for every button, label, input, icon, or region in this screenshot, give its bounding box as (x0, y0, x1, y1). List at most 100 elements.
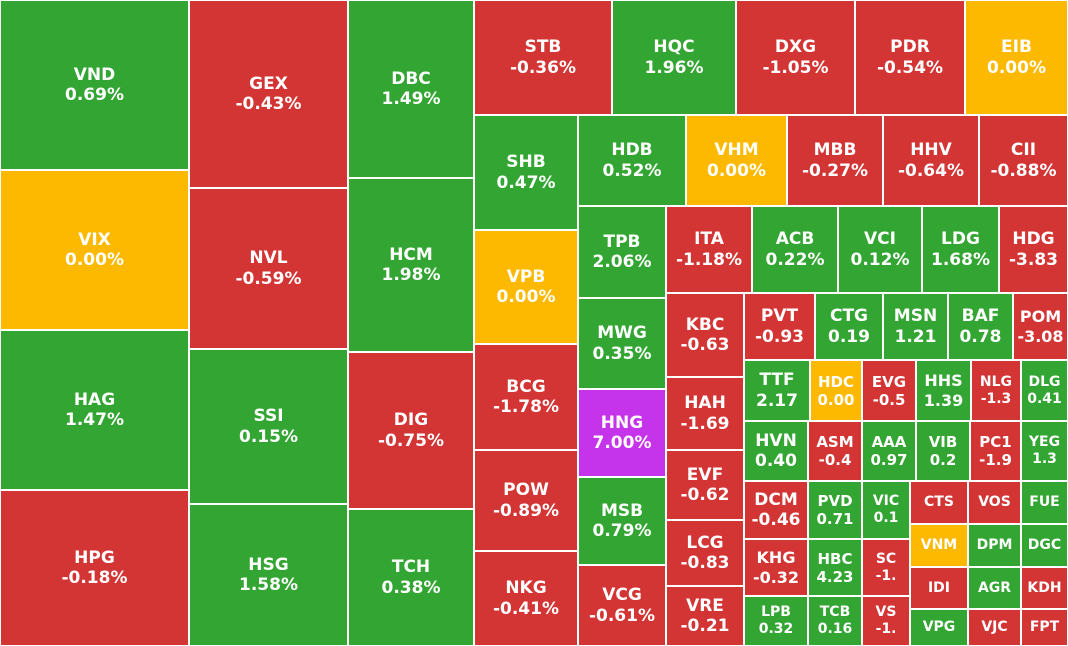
tile-ttf[interactable]: TTF 2.17 (744, 360, 810, 421)
tile-change: 0.38% (381, 577, 441, 598)
tile-hqc[interactable]: HQC 1.96% (612, 0, 736, 115)
tile-symbol: VIB (928, 433, 958, 451)
tile-change: 0.00 (817, 390, 855, 409)
tile-hsg[interactable]: HSG 1.58% (189, 504, 348, 646)
tile-hbc[interactable]: HBC 4.23 (808, 539, 862, 596)
tile-sc[interactable]: SC -1. (862, 539, 910, 596)
tile-vpg[interactable]: VPG (910, 609, 968, 646)
tile-mwg[interactable]: MWG 0.35% (578, 298, 666, 389)
tile-mbb[interactable]: MBB -0.27% (787, 115, 883, 206)
tile-msn[interactable]: MSN 1.21 (883, 293, 948, 360)
tile-kdh[interactable]: KDH (1021, 567, 1068, 609)
tile-evg[interactable]: EVG -0.5 (862, 360, 916, 421)
tile-symbol: SC (875, 550, 897, 567)
tile-nkg[interactable]: NKG -0.41% (474, 551, 578, 646)
tile-symbol: HHV (910, 140, 952, 161)
tile-hng[interactable]: HNG 7.00% (578, 389, 666, 477)
tile-hag[interactable]: HAG 1.47% (0, 330, 189, 490)
tile-symbol: SSI (253, 406, 284, 427)
tile-dxg[interactable]: DXG -1.05% (736, 0, 855, 115)
tile-change: -1.18% (675, 249, 743, 270)
tile-msb[interactable]: MSB 0.79% (578, 477, 666, 565)
tile-gex[interactable]: GEX -0.43% (189, 0, 348, 188)
tile-dbc[interactable]: DBC 1.49% (348, 0, 474, 178)
tile-lcg[interactable]: LCG -0.83 (666, 520, 744, 586)
tile-agr[interactable]: AGR (968, 567, 1021, 609)
tile-vjc[interactable]: VJC (968, 609, 1021, 646)
tile-vhm[interactable]: VHM 0.00% (686, 115, 787, 206)
tile-tch[interactable]: TCH 0.38% (348, 509, 474, 646)
tile-vnd[interactable]: VND 0.69% (0, 0, 189, 170)
tile-lpb[interactable]: LPB 0.32 (744, 596, 808, 646)
tile-vic[interactable]: VIC 0.1 (862, 481, 910, 539)
tile-dcm[interactable]: DCM -0.46 (744, 481, 808, 539)
tile-change: -0.75% (377, 430, 445, 451)
tile-khg[interactable]: KHG -0.32 (744, 539, 808, 596)
tile-evf[interactable]: EVF -0.62 (666, 450, 744, 520)
tile-dig[interactable]: DIG -0.75% (348, 352, 474, 509)
tile-pdr[interactable]: PDR -0.54% (855, 0, 965, 115)
tile-cts[interactable]: CTS (910, 481, 968, 524)
tile-vix[interactable]: VIX 0.00% (0, 170, 189, 330)
tile-hvn[interactable]: HVN 0.40 (744, 421, 808, 481)
tile-dpm[interactable]: DPM (968, 524, 1021, 567)
tile-change: 0.1 (873, 510, 899, 526)
tile-vnm[interactable]: VNM (910, 524, 968, 567)
tile-hdc[interactable]: HDC 0.00 (810, 360, 862, 421)
tile-ssi[interactable]: SSI 0.15% (189, 349, 348, 504)
tile-vib[interactable]: VIB 0.2 (916, 421, 970, 481)
tile-nvl[interactable]: NVL -0.59% (189, 188, 348, 349)
tile-dgc[interactable]: DGC (1021, 524, 1068, 567)
tile-tcb[interactable]: TCB 0.16 (808, 596, 862, 646)
tile-change: 0.19 (828, 326, 870, 347)
tile-symbol: HDG (1012, 229, 1055, 250)
tile-idi[interactable]: IDI (910, 567, 968, 609)
tile-shb[interactable]: SHB 0.47% (474, 115, 578, 230)
tile-ita[interactable]: ITA -1.18% (666, 206, 752, 293)
tile-dlg[interactable]: DLG 0.41 (1021, 360, 1068, 421)
tile-hhv[interactable]: HHV -0.64% (883, 115, 979, 206)
tile-change: 2.06% (592, 252, 652, 272)
tile-tpb[interactable]: TPB 2.06% (578, 206, 666, 298)
tile-acb[interactable]: ACB 0.22% (752, 206, 838, 293)
tile-symbol: VOS (978, 494, 1011, 511)
tile-pvd[interactable]: PVD 0.71 (808, 481, 862, 539)
tile-vpb[interactable]: VPB 0.00% (474, 230, 578, 344)
tile-baf[interactable]: BAF 0.78 (948, 293, 1013, 360)
tile-vos[interactable]: VOS (968, 481, 1021, 524)
tile-fpt[interactable]: FPT (1021, 609, 1068, 646)
tile-nlg[interactable]: NLG -1.3 (971, 360, 1021, 421)
tile-eib[interactable]: EIB 0.00% (965, 0, 1068, 115)
tile-vci[interactable]: VCI 0.12% (838, 206, 922, 293)
tile-symbol: AGR (977, 579, 1012, 596)
tile-symbol: ITA (694, 229, 724, 250)
tile-stb[interactable]: STB -0.36% (474, 0, 612, 115)
tile-hhs[interactable]: HHS 1.39 (916, 360, 971, 421)
tile-ctg[interactable]: CTG 0.19 (815, 293, 883, 360)
tile-aaa[interactable]: AAA 0.97 (862, 421, 916, 481)
tile-vcg[interactable]: VCG -0.61% (578, 565, 666, 646)
tile-hcm[interactable]: HCM 1.98% (348, 178, 474, 352)
tile-symbol: PC1 (979, 433, 1012, 451)
tile-hpg[interactable]: HPG -0.18% (0, 490, 189, 646)
tile-fue[interactable]: FUE (1021, 481, 1068, 524)
tile-asm[interactable]: ASM -0.4 (808, 421, 862, 481)
tile-hdb[interactable]: HDB 0.52% (578, 115, 686, 206)
tile-symbol: VIC (872, 493, 900, 510)
tile-vs[interactable]: VS -1. (862, 596, 910, 646)
tile-yeg[interactable]: YEG 1.3 (1021, 421, 1068, 481)
tile-pow[interactable]: POW -0.89% (474, 450, 578, 551)
tile-kbc[interactable]: KBC -0.63 (666, 293, 744, 377)
tile-change: 0.22% (765, 249, 825, 270)
tile-hdg[interactable]: HDG -3.83 (999, 206, 1068, 293)
tile-symbol: TTF (759, 370, 795, 391)
tile-pc1[interactable]: PC1 -1.9 (970, 421, 1021, 481)
tile-pvt[interactable]: PVT -0.93 (744, 293, 815, 360)
tile-vre[interactable]: VRE -0.21 (666, 586, 744, 646)
tile-cii[interactable]: CII -0.88% (979, 115, 1068, 206)
tile-hah[interactable]: HAH -1.69 (666, 377, 744, 450)
tile-bcg[interactable]: BCG -1.78% (474, 344, 578, 450)
tile-pom[interactable]: POM -3.08 (1013, 293, 1068, 360)
tile-symbol: BAF (961, 306, 1000, 327)
tile-ldg[interactable]: LDG 1.68% (922, 206, 999, 293)
